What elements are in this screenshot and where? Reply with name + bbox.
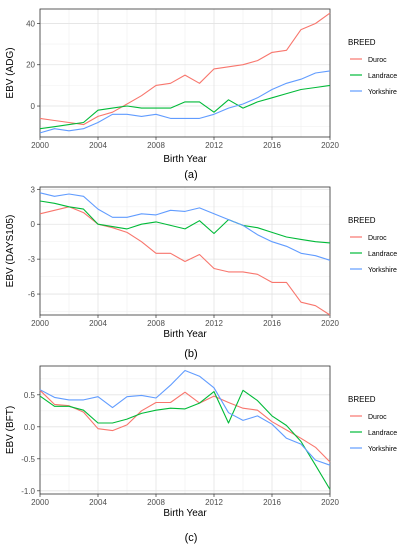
x-tick-label: 2012 (205, 498, 223, 507)
plot-border (39, 365, 331, 495)
series-line-landrace (39, 389, 331, 490)
series-line-yorkshire (39, 70, 331, 134)
y-tick-label: 0.5 (24, 391, 36, 400)
legend: BREED Duroc Landrace Yorkshire (348, 38, 397, 96)
x-tick-label: 2008 (147, 141, 165, 150)
x-axis-label: Birth Year (163, 508, 207, 519)
x-tick-label: 2016 (263, 319, 281, 328)
x-tick-label: 2020 (321, 498, 339, 507)
legend-label-duroc: Duroc (368, 235, 387, 242)
y-tick-label: 3 (31, 185, 36, 194)
series-line-landrace (39, 200, 331, 244)
y-tick-label: 0 (31, 102, 36, 111)
y-tick-label: -3 (28, 255, 36, 264)
legend-label-landrace: Landrace (368, 73, 397, 80)
plot-border (39, 186, 331, 316)
x-tick-label: 2008 (147, 319, 165, 328)
x-tick-label: 2020 (321, 319, 339, 328)
y-axis-label: EBV (ADG) (5, 47, 16, 98)
y-tick-label: 40 (26, 19, 35, 28)
chart-panel-2: 2000 2004 2008 2012 2016 2020 -6 -3 0 3 Birth Year… (5, 185, 397, 360)
chart-panel-3: 2000 2004 2008 2012 2016 2020 -1.0 -0.5 0.0 0.5 Bi… (5, 365, 397, 544)
y-axis-label: EBV (DAYS105) (5, 215, 16, 288)
x-tick-label: 2004 (89, 141, 107, 150)
legend-title: BREED (348, 38, 376, 47)
legend-label-landrace: Landrace (368, 430, 397, 437)
y-tick-label: -1.0 (21, 487, 35, 496)
plot-border (39, 8, 331, 138)
legend-label-yorkshire: Yorkshire (368, 89, 397, 96)
y-tick-label: 0 (31, 220, 36, 229)
legend-title: BREED (348, 395, 376, 404)
series-line-duroc (39, 389, 331, 463)
x-tick-label: 2012 (205, 319, 223, 328)
legend-label-landrace: Landrace (368, 251, 397, 258)
x-tick-label: 2012 (205, 141, 223, 150)
series-line-duroc (39, 206, 331, 316)
series-line-yorkshire (39, 192, 331, 261)
x-tick-label: 2000 (31, 319, 49, 328)
legend-title: BREED (348, 216, 376, 225)
x-tick-label: 2020 (321, 141, 339, 150)
series-line-landrace (39, 84, 331, 130)
legend: BREED Duroc Landrace Yorkshire (348, 395, 397, 453)
x-tick-label: 2004 (89, 319, 107, 328)
legend-label-yorkshire: Yorkshire (368, 446, 397, 453)
x-tick-label: 2016 (263, 498, 281, 507)
y-tick-label: 20 (26, 61, 35, 70)
x-tick-label: 2000 (31, 141, 49, 150)
y-tick-label: 0.0 (24, 423, 36, 432)
panel-caption: (b) (184, 348, 197, 360)
y-tick-label: -6 (28, 290, 36, 299)
legend-label-duroc: Duroc (368, 414, 387, 421)
legend-label-duroc: Duroc (368, 57, 387, 64)
legend: BREED Duroc Landrace Yorkshire (348, 216, 397, 274)
y-tick-label: -0.5 (21, 455, 35, 464)
chart-panel-1: 2000 2004 2008 2012 2016 2020 0 20 40 Birth Year E… (5, 8, 397, 181)
x-axis-label: Birth Year (163, 154, 207, 165)
panel-caption: (a) (184, 169, 197, 181)
series-line-duroc (39, 12, 331, 126)
x-tick-label: 2000 (31, 498, 49, 507)
x-tick-label: 2016 (263, 141, 281, 150)
x-tick-label: 2004 (89, 498, 107, 507)
x-tick-label: 2008 (147, 498, 165, 507)
series-line-yorkshire (39, 369, 331, 466)
legend-label-yorkshire: Yorkshire (368, 267, 397, 274)
x-axis-label: Birth Year (163, 329, 207, 340)
panel-caption: (c) (185, 532, 198, 544)
y-axis-label: EBV (BFT) (5, 406, 16, 454)
